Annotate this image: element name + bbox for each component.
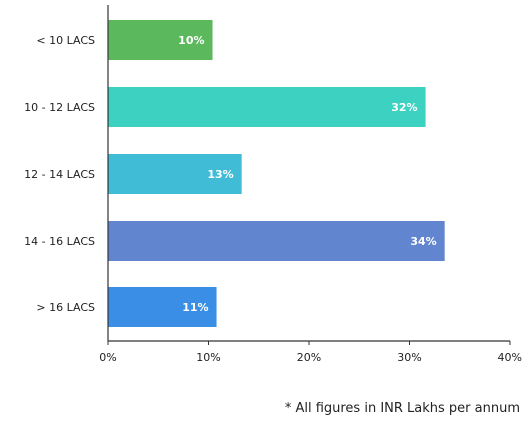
- data-label-2: 32%: [391, 101, 417, 114]
- data-label-5: 11%: [182, 301, 208, 314]
- x-tick-label-4: 30%: [397, 351, 421, 364]
- data-label-4: 34%: [410, 235, 436, 248]
- bar-1: [108, 20, 213, 60]
- data-label-3: 13%: [207, 168, 233, 181]
- x-tick-label-1: 0%: [99, 351, 116, 364]
- bar-4: [108, 221, 445, 261]
- data-labels: 10% 32% 13% 34% 11%: [178, 34, 436, 314]
- bar-3: [108, 154, 242, 194]
- axes: [107, 5, 511, 345]
- bar-5: [108, 287, 217, 327]
- category-label-1: < 10 LACS: [36, 34, 95, 47]
- bars: [108, 20, 445, 327]
- bar-2: [108, 87, 426, 127]
- category-label-4: 14 - 16 LACS: [24, 235, 95, 248]
- x-tick-label-5: 40%: [498, 351, 522, 364]
- category-label-2: 10 - 12 LACS: [24, 101, 95, 114]
- footnote: * All figures in INR Lakhs per annum: [284, 401, 520, 416]
- category-label-5: > 16 LACS: [36, 301, 95, 314]
- category-label-3: 12 - 14 LACS: [24, 168, 95, 181]
- data-label-1: 10%: [178, 34, 204, 47]
- x-tick-labels: 0% 10% 20% 30% 40%: [99, 351, 522, 364]
- x-tick-label-2: 10%: [196, 351, 220, 364]
- x-tick-label-3: 20%: [297, 351, 321, 364]
- category-labels: < 10 LACS 10 - 12 LACS 12 - 14 LACS 14 - 16…: [24, 34, 95, 314]
